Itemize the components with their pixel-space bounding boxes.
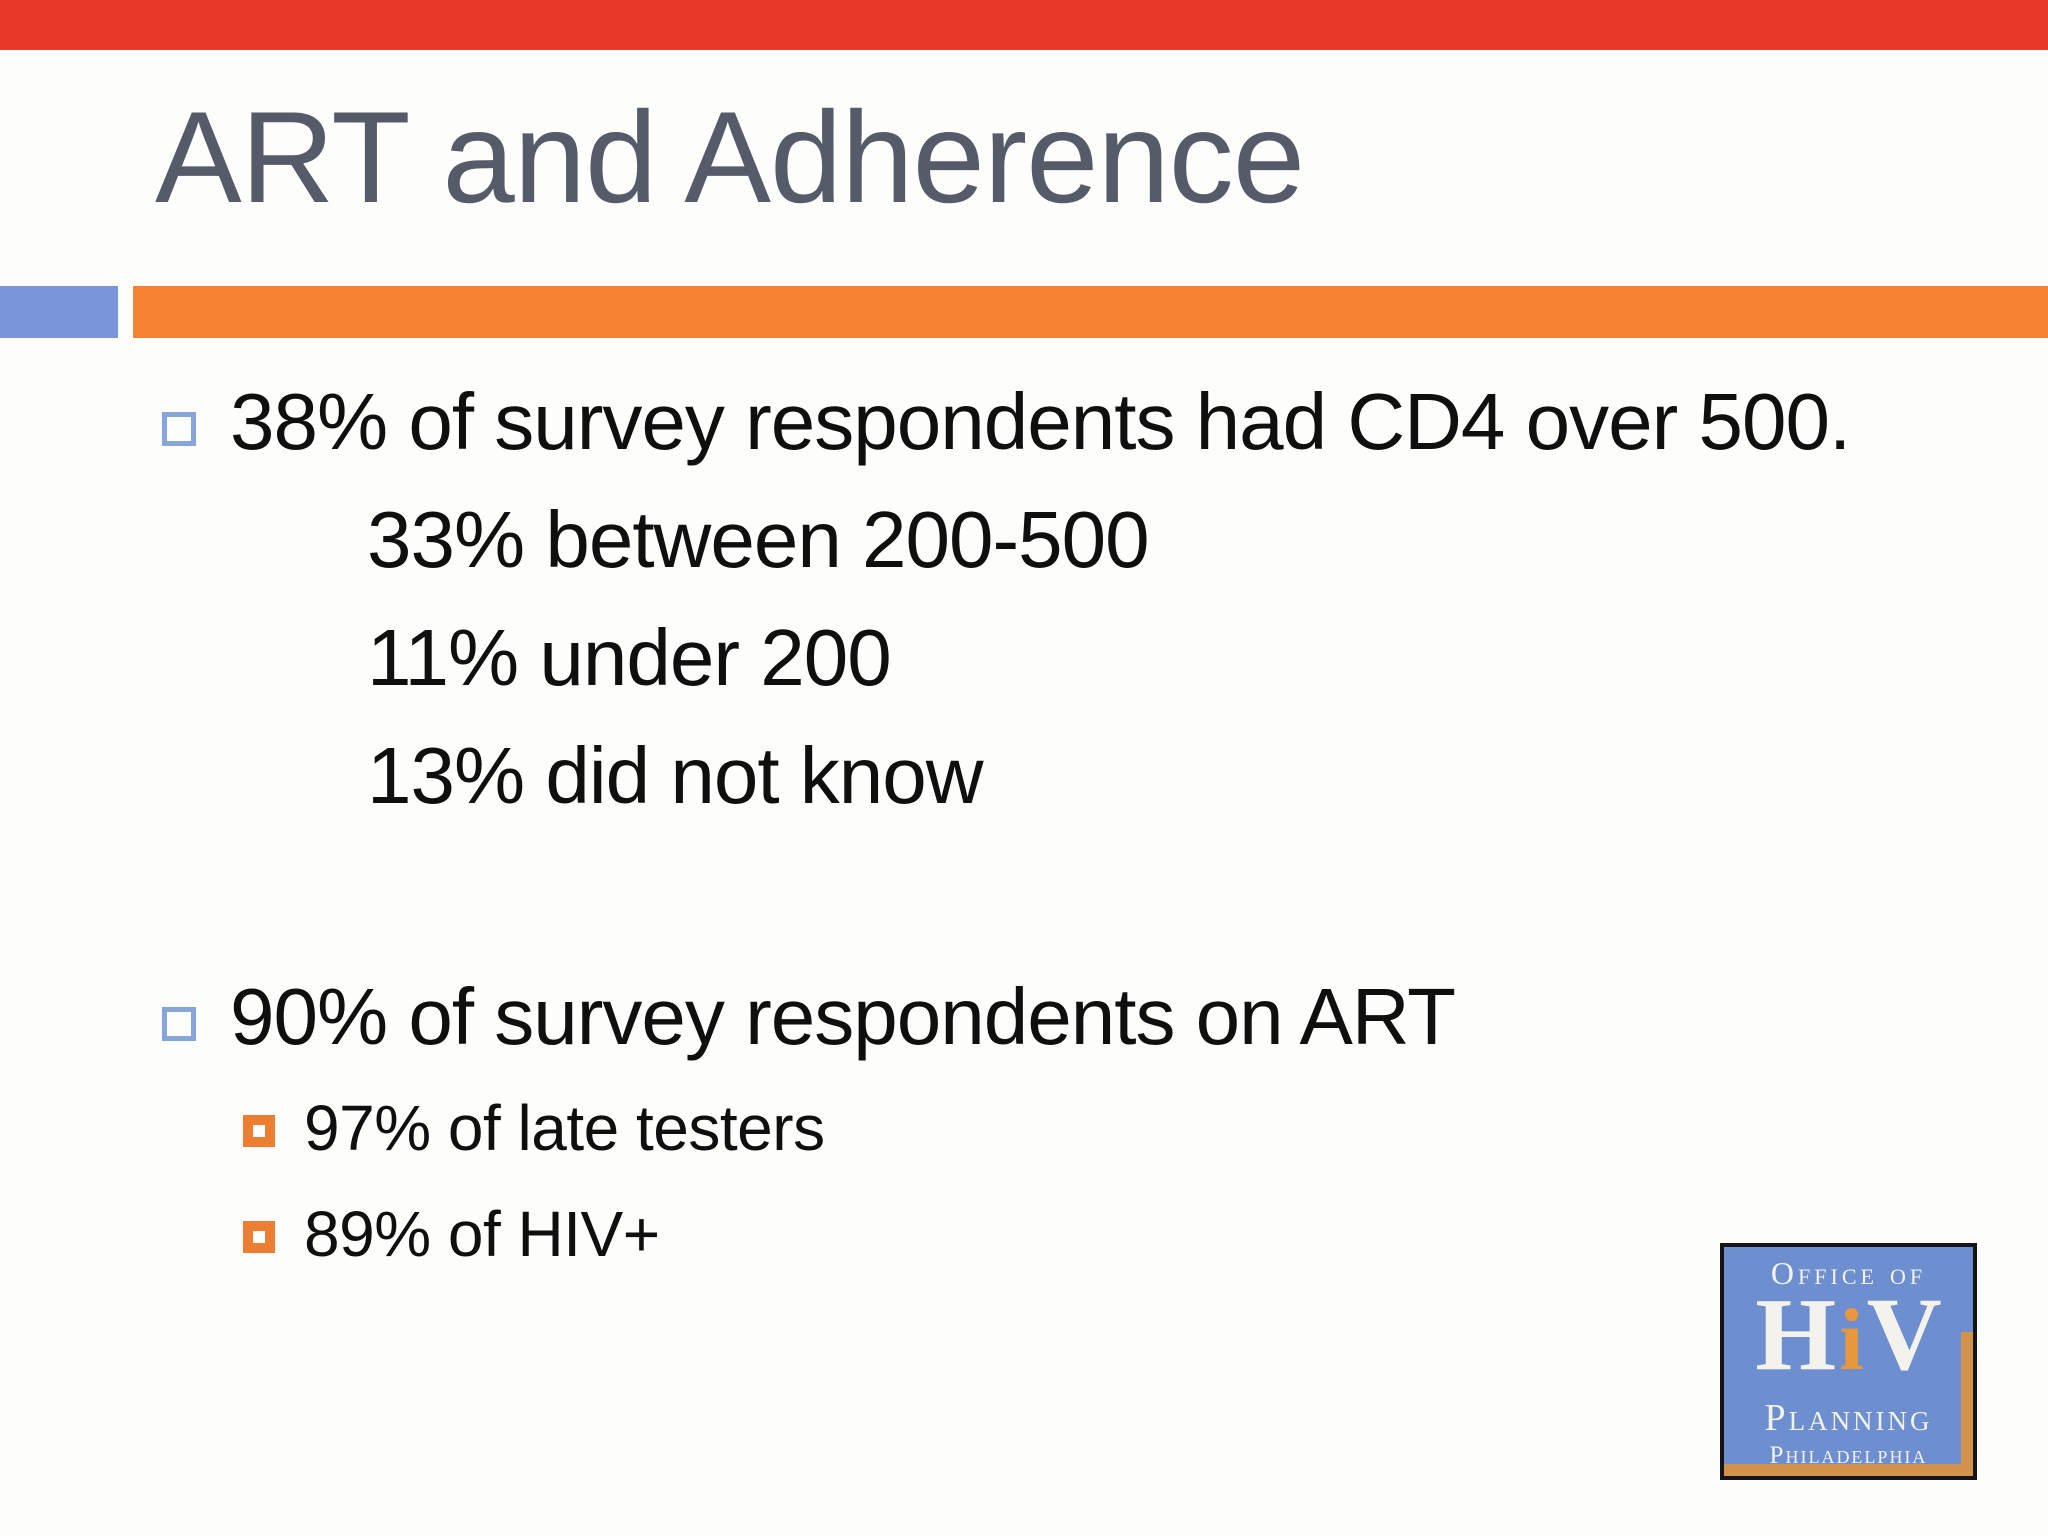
sub-bullet-text: 89% of HIV+ — [304, 1198, 660, 1270]
filled-square-bullet-icon — [243, 1221, 275, 1253]
sub-bullet-row: 97% of late testers — [243, 1092, 825, 1164]
bullet-text: 90% of survey respondents on ART — [230, 972, 1456, 1061]
logo-accent-right — [1961, 1332, 1973, 1476]
filled-square-bullet-icon — [243, 1115, 275, 1147]
sub-line-row: 13% did not know — [367, 731, 984, 821]
sub-line-text: 13% did not know — [367, 731, 984, 820]
logo-accent-bottom — [1724, 1464, 1973, 1476]
bullet-text: 38% of survey respondents had CD4 over 5… — [230, 377, 1851, 466]
sub-bullet-text: 97% of late testers — [304, 1092, 825, 1164]
sub-bullet-row: 89% of HIV+ — [243, 1198, 660, 1270]
top-accent-bar — [0, 0, 2048, 50]
blue-accent-square — [0, 286, 118, 338]
slide-title: ART and Adherence — [155, 84, 1305, 230]
open-square-bullet-icon — [162, 1007, 196, 1041]
bullet-row: 90% of survey respondents on ART — [162, 972, 1456, 1062]
office-of-hiv-planning-logo: Office of HiV Planning Philadelphia — [1720, 1243, 1977, 1480]
logo-philadelphia-text: Philadelphia — [1769, 1442, 1928, 1469]
open-square-bullet-icon — [162, 412, 196, 446]
orange-divider-bar — [133, 286, 2048, 338]
logo-office-of-text: Office of — [1770, 1255, 1927, 1291]
bullet-row: 38% of survey respondents had CD4 over 5… — [162, 377, 1851, 467]
sub-line-text: 11% under 200 — [367, 613, 892, 702]
logo-v-letter: V — [1866, 1277, 1942, 1392]
logo-planning-text: Planning — [1764, 1397, 1933, 1439]
sub-line-row: 11% under 200 — [367, 613, 892, 703]
logo-hiv-wordmark: HiV — [1724, 1283, 1973, 1387]
logo-i-letter: i — [1839, 1292, 1864, 1389]
sub-line-text: 33% between 200-500 — [367, 495, 1150, 584]
sub-line-row: 33% between 200-500 — [367, 495, 1150, 585]
logo-h-letter: H — [1755, 1277, 1837, 1392]
